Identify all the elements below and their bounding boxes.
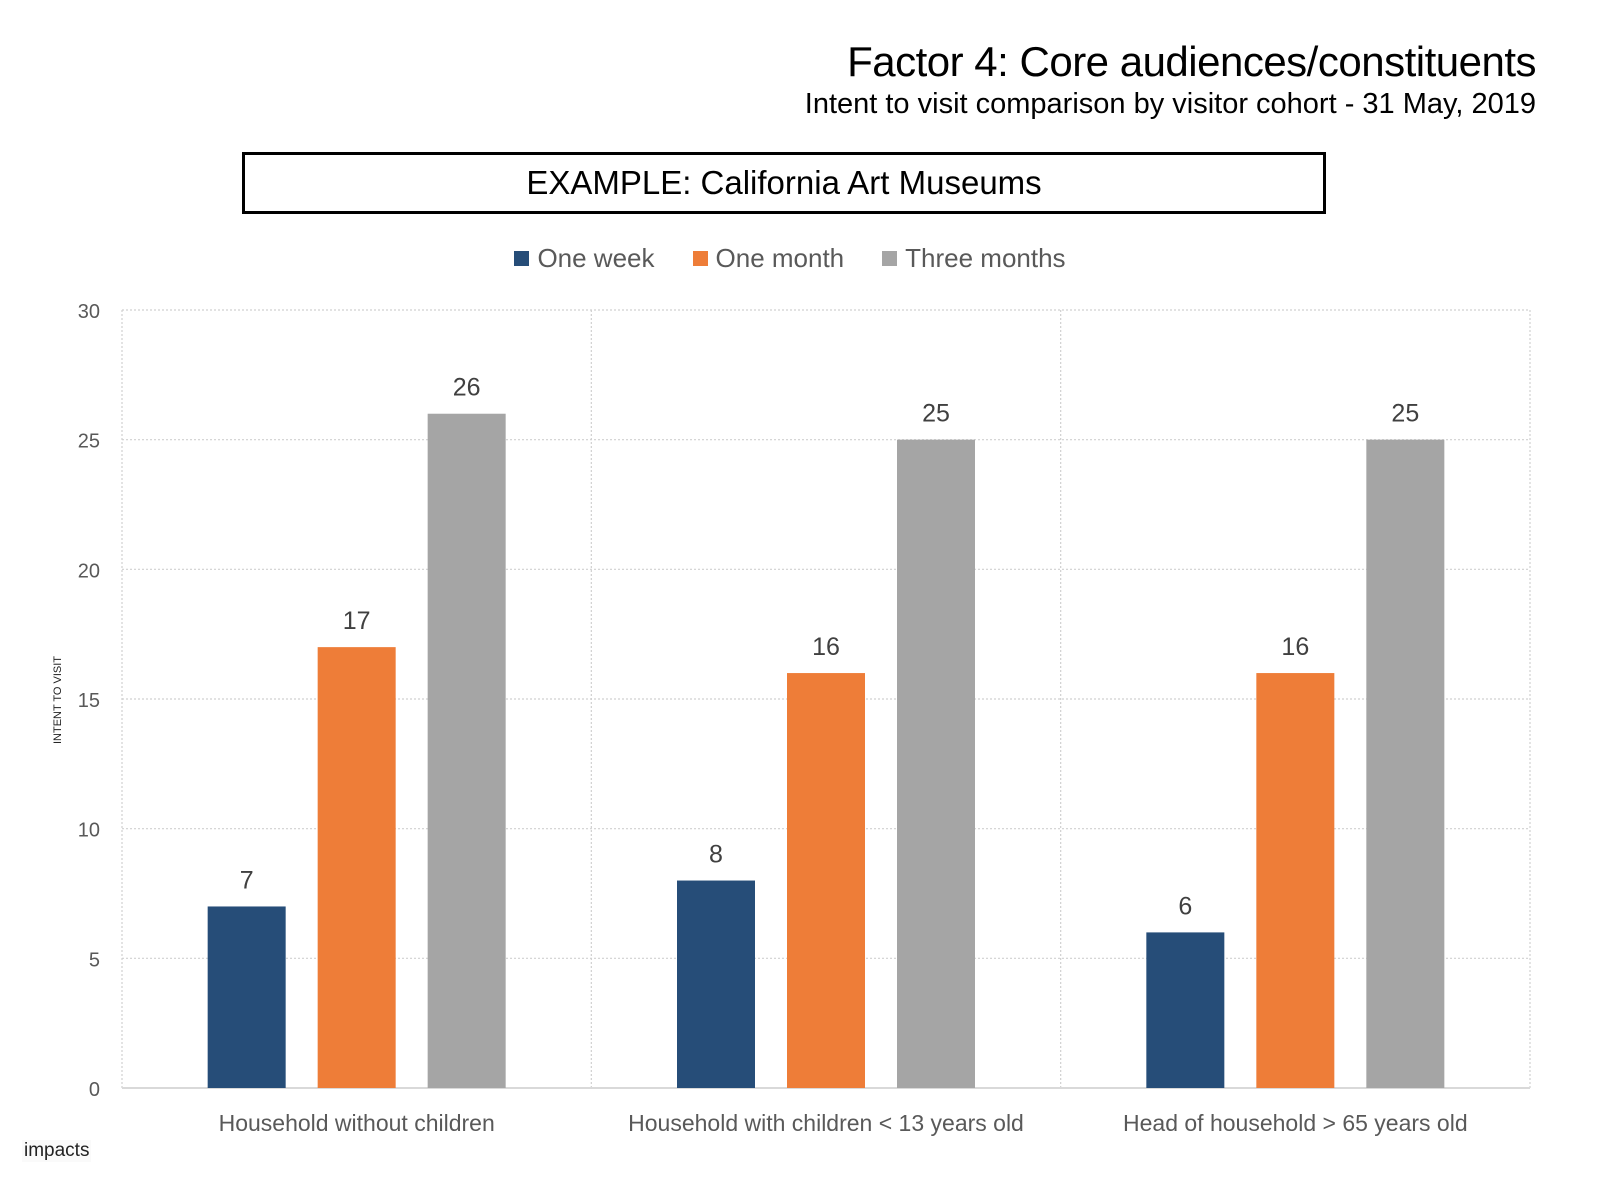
data-label: 7 [240, 866, 254, 894]
x-category-label: Household without children [219, 1110, 495, 1136]
bar-one-month [1256, 673, 1335, 1088]
legend-label: One week [537, 243, 655, 273]
legend-item-one-month: One month [692, 243, 845, 274]
example-banner: EXAMPLE: California Art Museums [242, 152, 1326, 214]
legend-swatch-one-week [514, 251, 530, 266]
x-category-label: Head of household > 65 years old [1123, 1110, 1468, 1136]
legend-item-one-week: One week [514, 243, 655, 274]
bar-three-months [1366, 439, 1445, 1089]
page-subtitle: Intent to visit comparison by visitor co… [804, 88, 1536, 120]
impacts-logo: impacts [22, 1140, 92, 1162]
data-label: 16 [1281, 633, 1309, 661]
page-title: Factor 4: Core audiences/constituents [847, 38, 1536, 85]
legend-swatch-one-month [692, 251, 708, 266]
data-label: 25 [1391, 400, 1419, 428]
y-tick-label: 25 [78, 431, 100, 453]
legend-label: Three months [905, 243, 1066, 273]
chart-legend: One week One month Three months [0, 243, 1580, 274]
legend-swatch-three-months [882, 251, 898, 266]
bar-one-month [317, 647, 396, 1088]
y-tick-label: 20 [78, 560, 100, 582]
y-tick-label: 15 [78, 690, 100, 712]
y-tick-label: 5 [89, 949, 100, 971]
bar-one-week [1146, 932, 1225, 1088]
bar-one-week [677, 880, 755, 1088]
y-tick-label: 10 [78, 820, 100, 842]
data-label: 6 [1178, 892, 1192, 920]
example-label: EXAMPLE: California Art Museums [526, 164, 1042, 201]
bar-one-week [207, 906, 286, 1088]
data-label: 25 [922, 400, 950, 428]
bar-three-months [897, 439, 975, 1089]
x-category-label: Household with children < 13 years old [628, 1110, 1024, 1136]
data-label: 17 [343, 607, 371, 635]
data-label: 16 [812, 633, 840, 661]
y-tick-label: 30 [78, 301, 100, 323]
legend-label: One month [715, 243, 845, 273]
data-label: 8 [709, 841, 723, 869]
legend-item-three-months: Three months [882, 243, 1066, 274]
bar-three-months [427, 413, 506, 1088]
y-tick-label: 0 [89, 1079, 100, 1101]
data-label: 26 [453, 374, 481, 402]
bar-one-month [787, 673, 865, 1088]
